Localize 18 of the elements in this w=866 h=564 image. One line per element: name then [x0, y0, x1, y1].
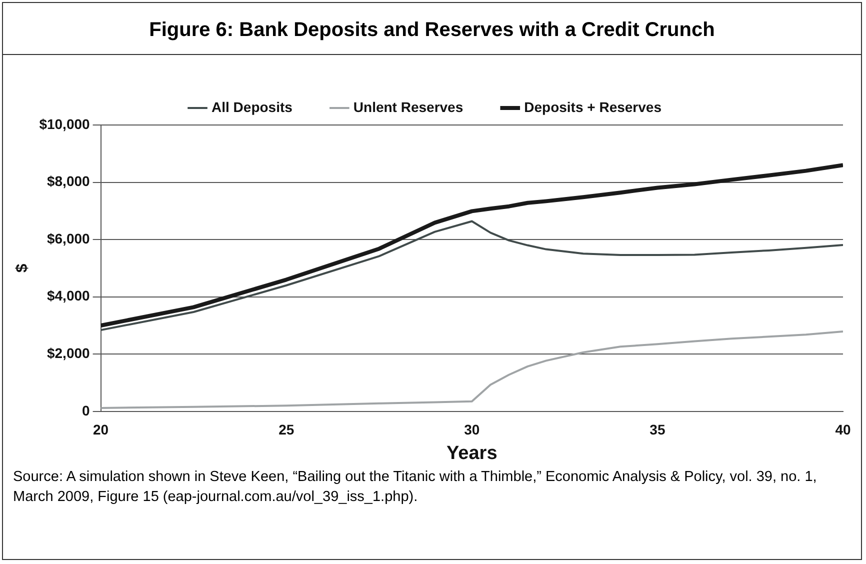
y-tick-label: $10,000 — [39, 116, 90, 132]
x-tick-label: 25 — [278, 422, 294, 438]
x-tick-label: 20 — [93, 422, 109, 438]
legend-label: All Deposits — [212, 98, 293, 115]
y-tick-label: 0 — [82, 402, 90, 418]
x-tick-label: 35 — [650, 422, 666, 438]
y-tick-label: $6,000 — [46, 230, 90, 246]
x-axis-title: Years — [446, 442, 498, 464]
y-tick-label: $2,000 — [46, 344, 90, 361]
x-tick-label: 30 — [464, 422, 480, 438]
x-tick-label: 40 — [835, 422, 851, 438]
chart-title: Figure 6: Bank Deposits and Reserves with a Credit Crunch — [3, 3, 861, 55]
y-axis-title: $ — [14, 264, 32, 273]
legend-label: Unlent Reserves — [353, 98, 464, 115]
y-tick-label: $4,000 — [46, 288, 90, 304]
source-note: Source: A simulation shown in Steve Keen, “Bailing out the Titanic with a Thimble,” Economic Analysis & Policy, vol. 39, no. 1, March 2009, Figure 15 (eap-journal.com.au/vol_39_iss_1.php). — [12, 468, 818, 507]
legend-label: Deposits + Reserves — [524, 98, 662, 115]
y-tick-label: $8,000 — [46, 173, 90, 190]
